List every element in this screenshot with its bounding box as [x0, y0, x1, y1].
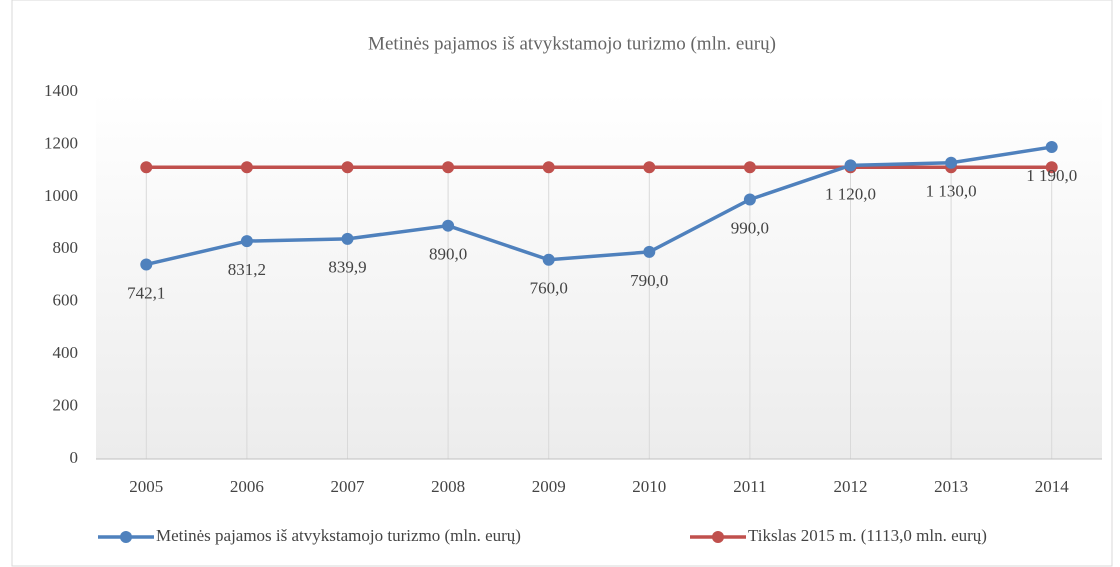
chart-title: Metinės pajamos iš atvykstamojo turizmo …	[368, 33, 776, 54]
point	[844, 159, 857, 172]
data-label: 1 130,0	[926, 182, 977, 201]
point	[945, 156, 958, 169]
legend-label: Tikslas 2015 m. (1113,0 mln. eurų)	[748, 526, 987, 545]
y-tick-label: 1000	[44, 186, 78, 205]
data-label: 742,1	[127, 283, 165, 302]
point	[643, 245, 656, 258]
point	[240, 235, 253, 248]
data-label: 760,0	[530, 279, 568, 298]
point	[542, 253, 555, 266]
data-label: 839,9	[328, 258, 366, 277]
x-tick-label: 2010	[632, 477, 666, 496]
y-tick-label: 400	[53, 343, 79, 362]
legend-label: Metinės pajamos iš atvykstamojo turizmo …	[156, 526, 521, 545]
point	[341, 232, 354, 245]
point	[240, 161, 253, 174]
point	[140, 258, 153, 271]
point	[1045, 161, 1058, 174]
point	[442, 219, 455, 232]
point	[743, 161, 756, 174]
x-tick-label: 2005	[129, 477, 163, 496]
x-tick-label: 2013	[934, 477, 968, 496]
x-tick-label: 2011	[733, 477, 766, 496]
y-tick-label: 800	[53, 238, 79, 257]
series-line	[145, 145, 1052, 267]
y-tick-label: 1200	[44, 133, 78, 152]
x-tick-label: 2006	[230, 477, 264, 496]
data-label: 890,0	[429, 245, 467, 264]
point	[140, 161, 153, 174]
data-label: 1 120,0	[825, 184, 876, 203]
y-tick-label: 200	[53, 395, 79, 414]
data-label: 990,0	[731, 218, 769, 237]
data-label: 1 190,0	[1026, 166, 1077, 185]
legend-marker	[120, 531, 132, 543]
point	[743, 193, 756, 206]
point	[341, 161, 354, 174]
legend-marker	[712, 531, 724, 543]
x-tick-label: 2014	[1035, 477, 1070, 496]
x-tick-label: 2012	[834, 477, 868, 496]
y-tick-label: 1400	[44, 81, 78, 100]
x-tick-label: 2009	[532, 477, 566, 496]
y-tick-label: 0	[70, 448, 79, 467]
point	[542, 161, 555, 174]
point	[643, 161, 656, 174]
y-tick-label: 600	[53, 291, 79, 310]
x-tick-label: 2008	[431, 477, 465, 496]
point	[442, 161, 455, 174]
x-tick-label: 2007	[331, 477, 366, 496]
point	[1045, 141, 1058, 154]
data-label: 831,2	[228, 260, 266, 279]
data-label: 790,0	[630, 271, 668, 290]
plot-area	[96, 92, 1102, 459]
